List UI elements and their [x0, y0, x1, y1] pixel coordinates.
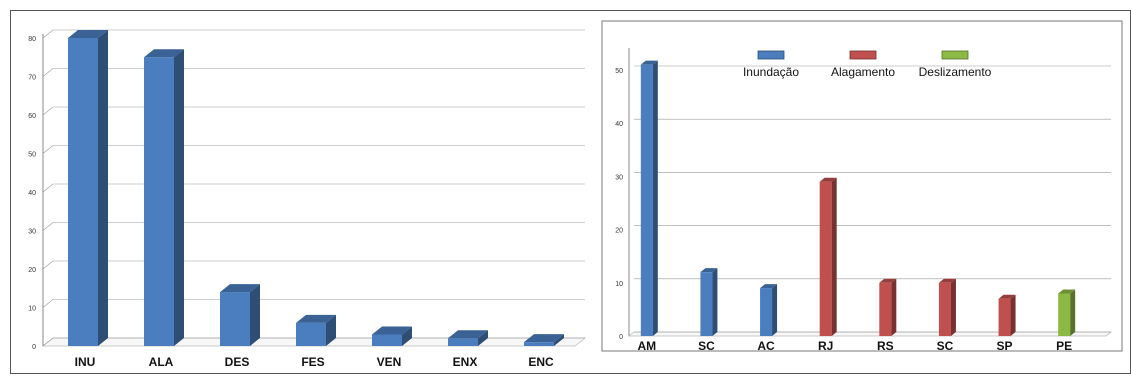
bar: [448, 338, 478, 346]
chart-border: [601, 20, 1123, 352]
bar-top: [372, 326, 412, 335]
x-tick-label: SC: [698, 339, 715, 352]
bar-top: [448, 330, 488, 339]
y-tick-label: 10: [28, 306, 36, 313]
bar-side: [326, 314, 336, 346]
chart-events-by-state: 0 10 20 30 40 50 AM SC AC RJ RS SC SP PE Inundação Alag…: [601, 20, 1123, 352]
bar: [640, 64, 653, 337]
y-tick-label: 60: [28, 113, 36, 120]
grid-line-side: [42, 29, 54, 39]
bar-side: [174, 49, 184, 346]
bar-top: [640, 60, 658, 65]
bar-top: [144, 49, 184, 58]
bar-top: [938, 278, 956, 283]
bar-top: [296, 314, 336, 323]
grid-line-side: [42, 183, 54, 193]
bar: [372, 334, 402, 346]
bar-side: [1010, 294, 1016, 336]
bar-side: [772, 284, 778, 336]
grid-line-side: [42, 337, 54, 347]
x-tick-label: SP: [997, 339, 1013, 352]
legend-swatch: [757, 50, 785, 60]
y-tick-label: 30: [28, 229, 36, 236]
x-tick-label: AM: [637, 339, 656, 352]
bar: [144, 57, 174, 346]
y-tick-label: 10: [615, 281, 623, 288]
bar-side: [554, 334, 564, 346]
bar-side: [478, 330, 488, 346]
grid-line-side: [42, 145, 54, 154]
bar-top: [1058, 289, 1076, 294]
y-tick-label: 40: [615, 121, 623, 128]
bar: [879, 282, 892, 336]
x-tick-label: ENC: [528, 355, 554, 369]
bar: [220, 292, 250, 346]
y-tick-label: 30: [615, 174, 623, 181]
bar-side: [891, 278, 897, 336]
y-tick-label: 20: [615, 228, 623, 235]
legend-item: Deslizamento: [919, 50, 992, 79]
bar-side: [652, 60, 658, 337]
bar-side: [831, 177, 837, 336]
bar-top: [819, 177, 837, 182]
grid-line-side: [42, 68, 54, 77]
legend-label: Inundação: [743, 65, 799, 79]
bar: [68, 38, 98, 346]
x-tick-label: RJ: [818, 339, 833, 352]
legend-label: Deslizamento: [919, 65, 992, 79]
y-tick-label: 70: [28, 75, 36, 82]
chart-events-by-type: 0 10 20 30 40 50 60 70 80 INU ALA DES FES VEN ENX ENC: [28, 29, 587, 369]
bar-side: [1070, 289, 1076, 336]
x-tick-label: DES: [225, 355, 250, 369]
bar-top: [524, 334, 564, 343]
y-tick-label: 0: [32, 344, 36, 351]
bar-top: [760, 284, 778, 289]
legend-item: Alagamento: [831, 50, 895, 79]
bar-side: [712, 268, 718, 336]
y-tick-label: 20: [28, 267, 36, 274]
x-tick-label: SC: [937, 339, 954, 352]
bar: [760, 288, 773, 336]
bar-top: [879, 278, 897, 283]
x-tick-label: ALA: [149, 355, 174, 369]
x-tick-label: FES: [301, 355, 324, 369]
y-tick-label: 0: [619, 334, 623, 341]
bar-side: [402, 326, 412, 346]
legend-swatch: [941, 50, 969, 60]
bar: [998, 298, 1011, 336]
y-tick-label: 80: [28, 36, 36, 43]
bar: [1058, 293, 1071, 336]
x-tick-label: PE: [1056, 339, 1072, 352]
bar: [819, 181, 832, 336]
bar-top: [68, 30, 108, 38]
grid-line-side: [42, 260, 54, 270]
bar: [524, 342, 554, 346]
legend-item: Inundação: [743, 50, 799, 79]
bar: [296, 322, 326, 346]
legend-label: Alagamento: [831, 65, 895, 79]
x-tick-label: AC: [757, 339, 775, 352]
y-tick-label: 40: [28, 190, 36, 197]
y-tick-label: 50: [615, 68, 623, 75]
y-tick-label: 50: [28, 152, 36, 159]
grid-line-side: [42, 299, 54, 308]
legend-swatch: [849, 50, 877, 60]
bar: [700, 272, 713, 336]
x-tick-label: RS: [877, 339, 894, 352]
bar: [938, 282, 951, 336]
bar-top: [220, 284, 260, 293]
x-tick-label: INU: [75, 355, 96, 369]
bar-top: [998, 294, 1016, 299]
bar-side: [98, 30, 108, 346]
bar-side: [950, 278, 956, 336]
bar-top: [700, 268, 718, 273]
bar-side: [250, 284, 260, 346]
x-tick-label: VEN: [377, 355, 402, 369]
x-tick-label: ENX: [453, 355, 478, 369]
grid-line-side: [42, 106, 54, 116]
grid-line-side: [42, 222, 54, 231]
